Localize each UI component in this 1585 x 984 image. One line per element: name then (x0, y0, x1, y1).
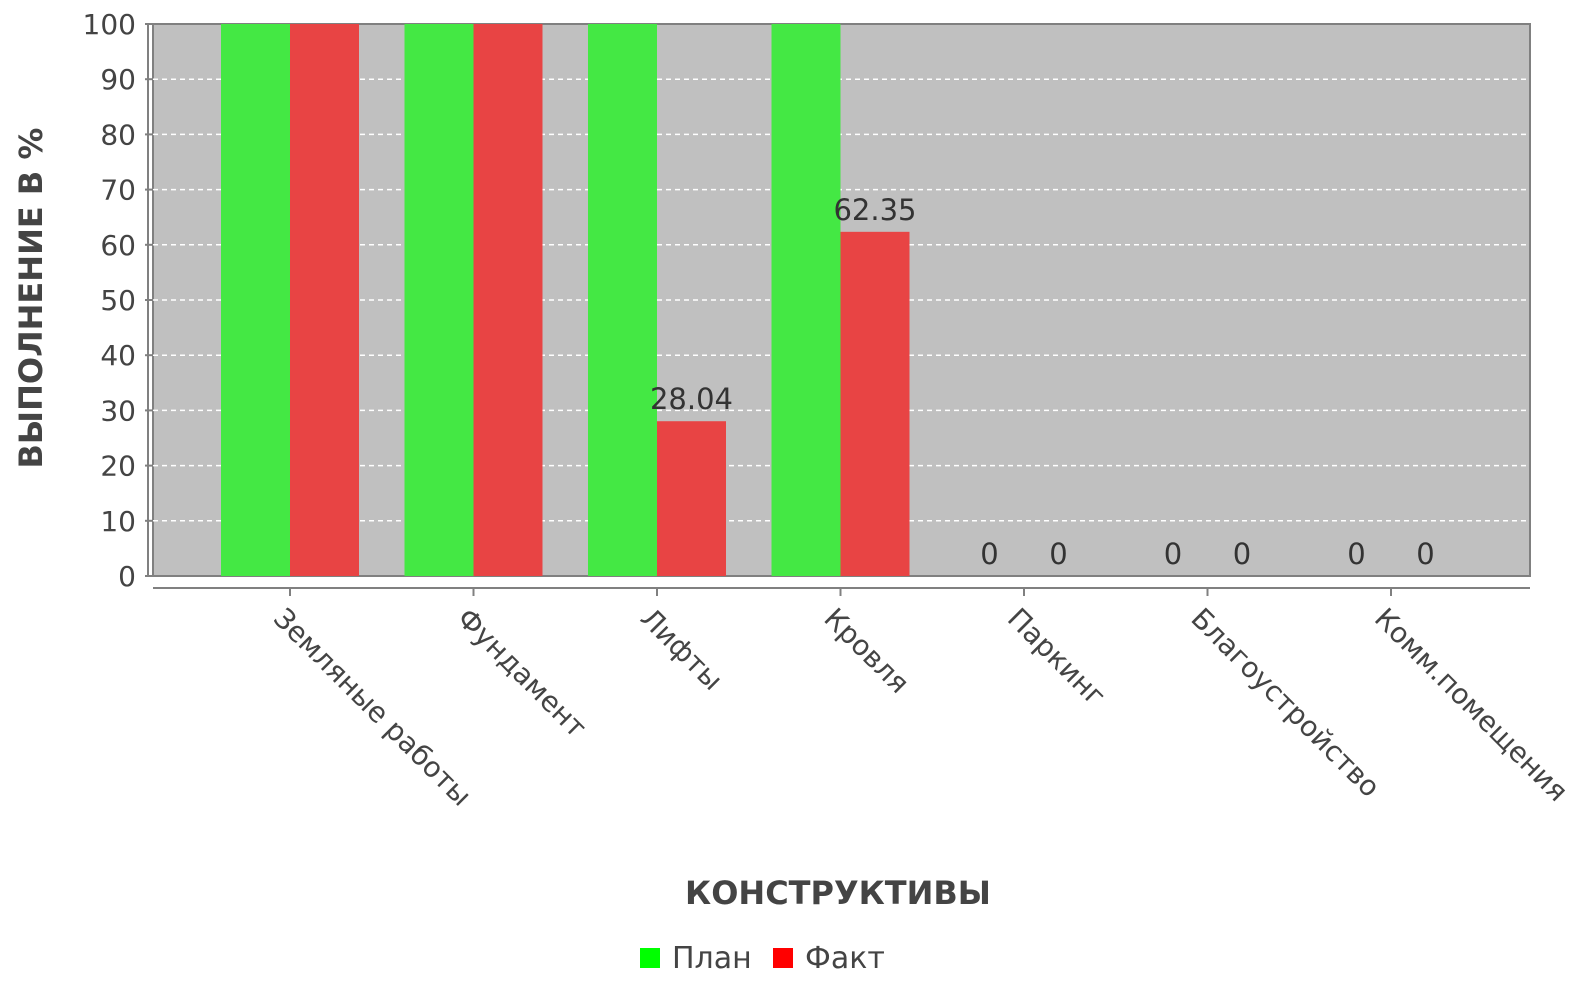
legend-swatch-plan (640, 948, 660, 968)
y-tick-label: 50 (100, 284, 136, 317)
y-tick-label: 40 (100, 339, 136, 372)
x-tick-label: Кровля (818, 602, 916, 700)
y-tick-label: 80 (100, 118, 136, 151)
y-tick-label: 60 (100, 229, 136, 262)
data-label: 62.35 (833, 193, 916, 227)
x-tick-label: Фундамент (451, 602, 593, 744)
bar-plan (404, 24, 474, 576)
x-axis-title: КОНСТРУКТИВЫ (685, 874, 991, 912)
y-tick-label: 90 (100, 63, 136, 96)
bar-fact (840, 231, 910, 576)
y-axis: 0 10 20 30 40 50 60 70 80 90 100 (83, 8, 153, 593)
bar-fact (473, 24, 543, 576)
data-label: 0 (1347, 537, 1365, 571)
y-tick-label: 0 (118, 560, 136, 593)
x-tick-label: Земляные работы (267, 602, 478, 813)
y-tick-label: 30 (100, 394, 136, 427)
y-axis-title: ВЫПОЛНЕНИЕ В % (12, 128, 50, 469)
x-tick-label: Лифты (634, 602, 729, 697)
data-label: 0 (1164, 537, 1182, 571)
value-labels: 28.04 62.35 0 0 0 0 0 0 (650, 193, 1435, 571)
bars (221, 24, 910, 576)
bar-fact (290, 24, 359, 576)
y-tick-label: 100 (83, 8, 136, 41)
data-label: 0 (1233, 537, 1251, 571)
y-tick-label: 20 (100, 450, 136, 483)
legend-label-plan: План (672, 941, 752, 976)
y-tick-label: 70 (100, 174, 136, 207)
data-label: 28.04 (650, 382, 733, 416)
data-label: 0 (980, 537, 998, 571)
data-label: 0 (1416, 537, 1434, 571)
bar-plan (771, 24, 841, 576)
bar-fact (657, 421, 726, 576)
x-tick-label: Комм.помещения (1368, 602, 1574, 808)
data-label: 0 (1049, 537, 1067, 571)
legend-label-fact: Факт (805, 941, 885, 976)
y-tick-label: 10 (100, 505, 136, 538)
x-tick-label: Паркинг (1001, 602, 1112, 713)
legend-swatch-fact (773, 948, 793, 968)
legend: План Факт (640, 941, 885, 976)
x-tick-label: Благоустройство (1185, 602, 1387, 804)
bar-plan (588, 24, 657, 576)
bar-plan (221, 24, 290, 576)
